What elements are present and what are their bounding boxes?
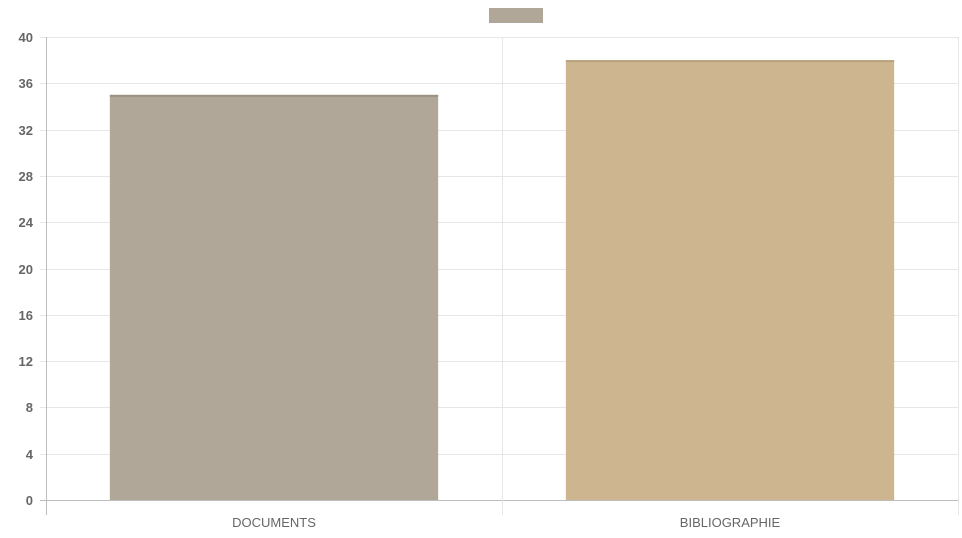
y-tick-label: 12	[19, 354, 33, 369]
bar-bibliographie[interactable]	[565, 60, 895, 501]
y-tick-label: 4	[26, 447, 34, 462]
y-tick-label: 16	[19, 308, 33, 323]
y-tick-label: 36	[19, 76, 33, 91]
x-axis-category-labels: DOCUMENTS BIBLIOGRAPHIE	[232, 515, 780, 530]
y-tick-label: 8	[26, 400, 33, 415]
y-axis-tick-labels: 0 4 8 12 16 20 24 28 32 36 40	[19, 30, 34, 508]
bars	[109, 60, 895, 501]
y-tick-label: 0	[26, 493, 33, 508]
x-tick-label: BIBLIOGRAPHIE	[680, 515, 781, 530]
y-tick-label: 20	[19, 262, 33, 277]
y-tick-label: 28	[19, 169, 33, 184]
bar-documents[interactable]	[109, 94, 439, 500]
legend-swatch[interactable]	[489, 8, 543, 23]
y-tick-label: 32	[19, 123, 33, 138]
x-tick-label: DOCUMENTS	[232, 515, 316, 530]
y-tick-label: 24	[19, 215, 34, 230]
y-tick-label: 40	[19, 30, 33, 45]
